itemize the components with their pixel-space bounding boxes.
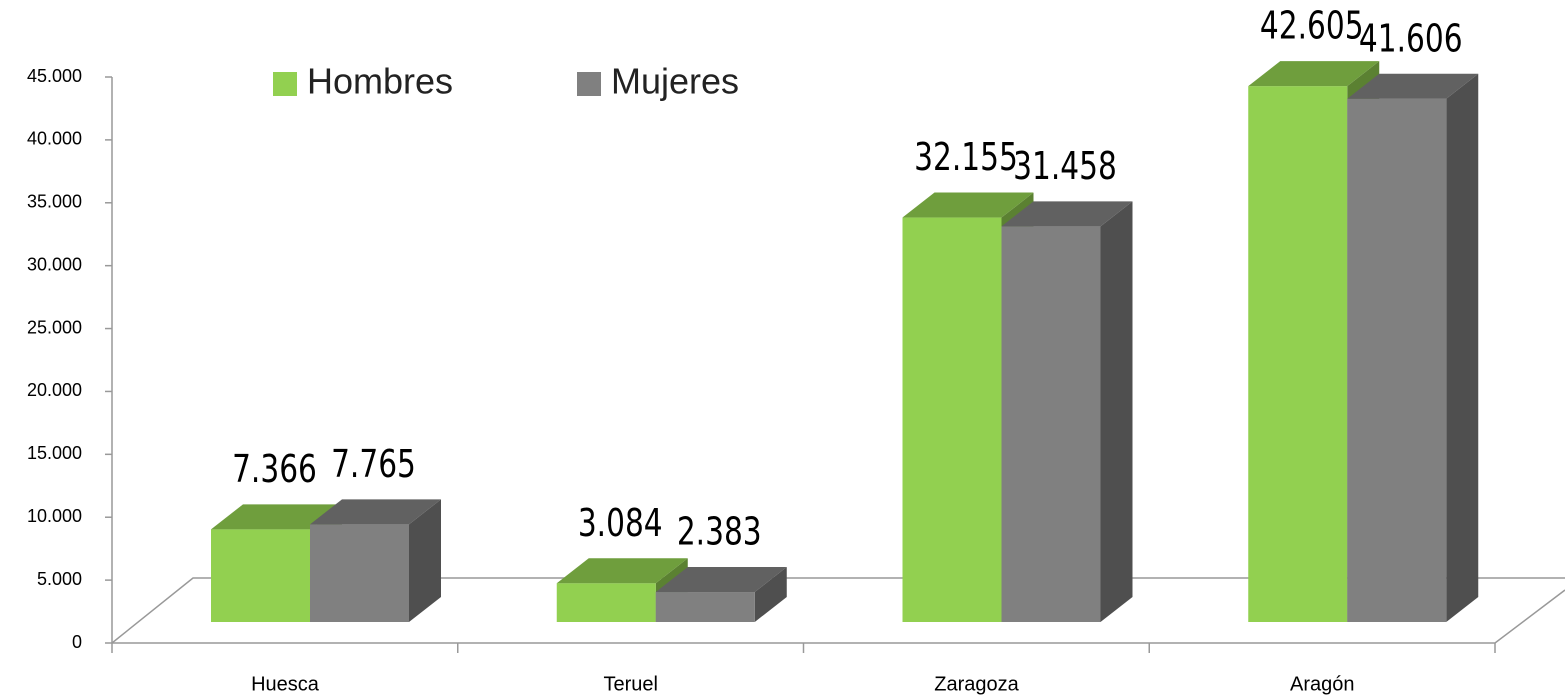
bar-side [1100, 201, 1133, 623]
y-tick-label: 35.000 [27, 192, 82, 212]
y-tick-label: 40.000 [27, 129, 82, 149]
x-tick-label: Teruel [604, 673, 658, 695]
data-label: 41.606 [1359, 17, 1463, 62]
x-tick-label: Zaragoza [934, 673, 1019, 695]
data-label: 32.155 [914, 136, 1018, 181]
bar [211, 529, 310, 622]
data-label: 7.765 [331, 442, 416, 487]
y-tick-label: 30.000 [27, 254, 82, 274]
bar-top [1347, 73, 1479, 99]
data-label: 3.084 [578, 501, 663, 546]
bar [556, 583, 656, 622]
bar-top [655, 567, 787, 593]
data-label: 42.605 [1260, 4, 1364, 49]
bar [902, 217, 1002, 622]
y-tick-label: 20.000 [27, 380, 82, 400]
bar-top [556, 558, 688, 584]
legend-label: Mujeres [611, 61, 739, 102]
bar-side [754, 567, 787, 622]
bar [1347, 98, 1447, 623]
y-tick-label: 15.000 [27, 443, 82, 463]
y-tick-label: 25.000 [27, 317, 82, 337]
y-tick-label: 5.000 [37, 569, 82, 589]
y-tick-label: 0 [72, 632, 82, 652]
data-label: 7.366 [232, 447, 317, 492]
bar-top [1248, 61, 1380, 87]
legend-swatch [273, 72, 297, 96]
y-tick-label: 10.000 [27, 506, 82, 526]
legend-swatch [577, 72, 601, 96]
bar [310, 524, 409, 622]
bar-top [310, 499, 441, 525]
bar-top [211, 504, 342, 530]
data-label: 31.458 [1013, 144, 1117, 189]
x-tick-label: Aragón [1290, 673, 1355, 695]
bar-top [1001, 201, 1133, 227]
legend-label: Hombres [307, 61, 453, 102]
bar [655, 592, 755, 622]
y-tick-label: 45.000 [27, 66, 82, 86]
bar-top [902, 192, 1034, 218]
bar-side [409, 499, 441, 622]
bar-side [1446, 73, 1479, 623]
bar [1001, 226, 1101, 623]
data-label: 2.383 [677, 510, 762, 555]
x-tick-label: Huesca [251, 673, 320, 695]
bar [1248, 86, 1348, 622]
